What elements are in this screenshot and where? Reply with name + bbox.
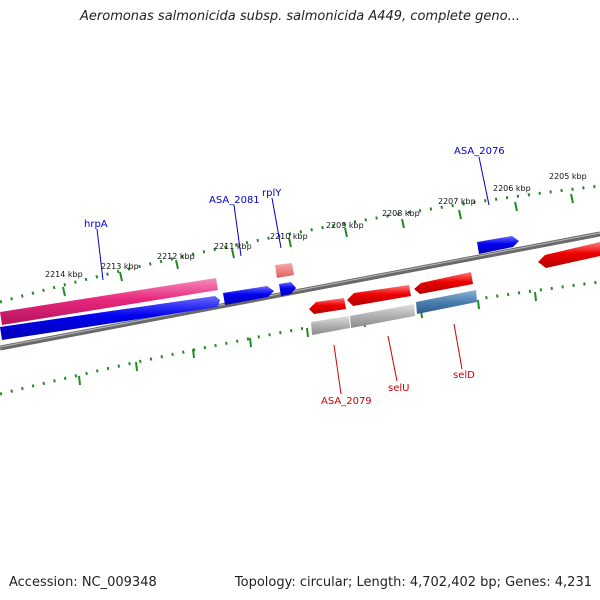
tick-label: 2208 kbp — [382, 209, 420, 218]
feature-gray-1[interactable] — [311, 316, 350, 335]
genome-summary-text: Topology: circular; Length: 4,702,402 bp… — [234, 575, 592, 590]
tick-labels: 2214 kbp 2213 kbp 2212 kbp 2211 kbp 2210… — [45, 172, 587, 279]
label-rplY: rplY — [262, 188, 282, 199]
label-selD: selD — [453, 370, 475, 381]
label-ASA_2076: ASA_2076 — [454, 146, 505, 157]
tick-label: 2212 kbp — [157, 252, 195, 261]
gene-right-edge[interactable] — [538, 242, 600, 268]
genome-backbone — [0, 231, 600, 351]
gene-ASA_2079[interactable] — [309, 298, 346, 314]
tick-label: 2213 kbp — [101, 262, 139, 271]
feature-steel[interactable] — [416, 290, 477, 314]
feature-pink[interactable] — [0, 278, 218, 325]
label-ASA_2079: ASA_2079 — [321, 396, 372, 407]
map-title: Aeromonas salmonicida subsp. salmonicida… — [80, 9, 520, 24]
label-hrpA: hrpA — [84, 219, 108, 230]
accession-text: Accession: NC_009348 — [9, 575, 157, 590]
tick-label: 2206 kbp — [493, 184, 531, 193]
tick-label: 2205 kbp — [549, 172, 587, 181]
major-ticks-outer — [62, 193, 574, 297]
gene-selU[interactable] — [347, 285, 411, 306]
label-selU: selU — [388, 383, 409, 394]
outer-tick-track — [0, 184, 600, 304]
feature-gray-2[interactable] — [350, 304, 415, 328]
gene-ASA_2081[interactable] — [223, 286, 274, 305]
tick-label: 2210 kbp — [270, 232, 308, 241]
gene-rplY[interactable] — [279, 282, 296, 296]
reverse-features — [309, 242, 600, 335]
label-ASA_2081: ASA_2081 — [209, 195, 260, 206]
gene-labels: hrpA ASA_2081 rplY ASA_2076 ASA_2079 sel… — [84, 146, 505, 407]
gene-ASA_2076[interactable] — [477, 236, 519, 254]
tick-label: 2209 kbp — [326, 221, 364, 230]
label-leaders — [96, 156, 490, 395]
gene-selD[interactable] — [414, 272, 473, 294]
gene-hrpA[interactable] — [0, 296, 220, 340]
forward-features — [0, 236, 519, 340]
feature-salmon[interactable] — [275, 263, 294, 278]
tick-label: 2207 kbp — [438, 197, 476, 206]
tick-label: 2214 kbp — [45, 270, 83, 279]
tick-label: 2211 kbp — [214, 242, 252, 251]
